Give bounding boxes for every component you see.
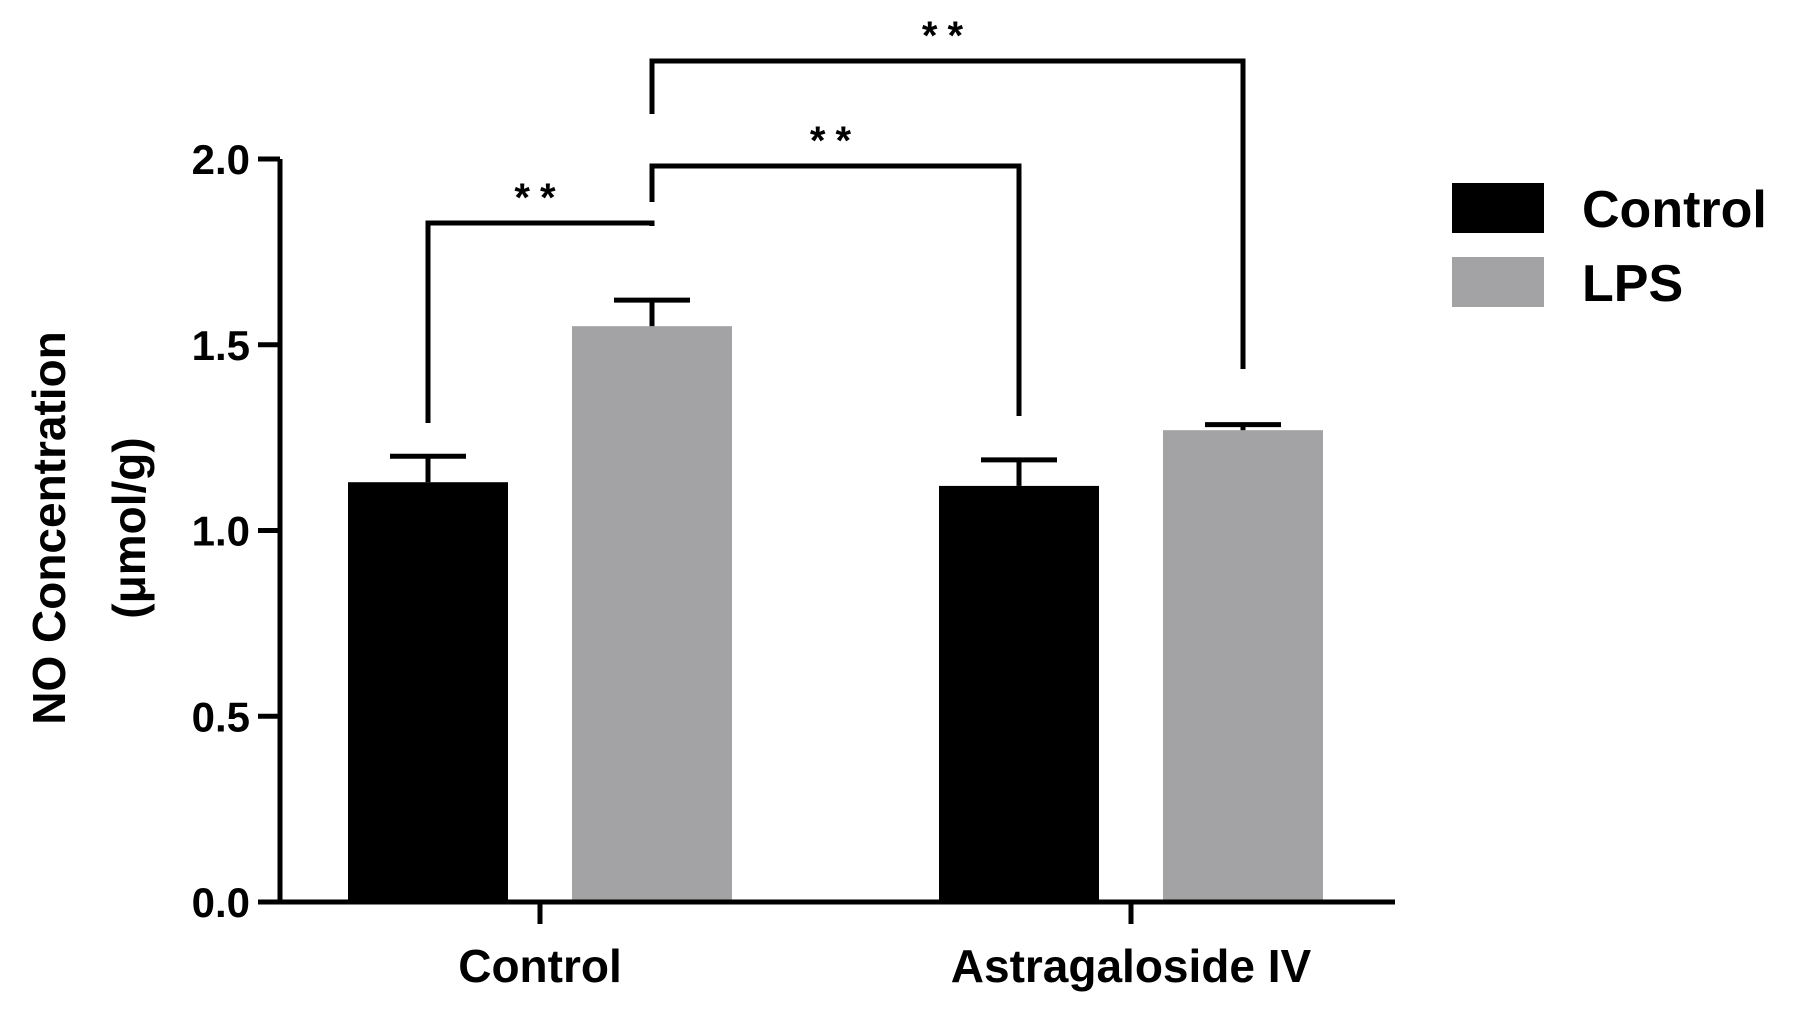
y-tick-label: 1.5: [192, 322, 250, 369]
bar-control-1: [939, 485, 1099, 902]
significance-label: **: [514, 176, 565, 220]
bar-control-0: [348, 482, 508, 902]
y-tick-label: 0.5: [192, 693, 250, 740]
significance-label: **: [922, 14, 973, 58]
significance-bracket: [425, 220, 655, 423]
y-tick-label: 0.0: [192, 879, 250, 926]
bar-lps-0: [572, 326, 732, 902]
x-ticks: Control Astragaloside IV: [458, 902, 1312, 992]
y-tick-label: 2.0: [192, 136, 250, 183]
significance-bracket: [649, 58, 1246, 369]
y-ticks: 0.0 0.5 1.0 1.5 2.0: [192, 136, 280, 926]
legend-label-lps: LPS: [1582, 255, 1683, 313]
bar-lps-1: [1163, 430, 1323, 902]
legend: Control LPS: [1452, 181, 1767, 313]
significance-bracket: [649, 163, 1022, 416]
significance-label: **: [810, 119, 861, 163]
y-axis-title-line1: NO Concentration: [23, 331, 75, 725]
legend-label-control: Control: [1582, 181, 1767, 239]
x-tick-label: Astragaloside IV: [951, 940, 1312, 992]
y-axis-title-line2: (μmol/g): [103, 437, 155, 618]
legend-swatch-control: [1452, 183, 1544, 233]
significance-brackets: ** ** **: [425, 14, 1246, 423]
legend-swatch-lps: [1452, 257, 1544, 307]
x-tick-label: Control: [458, 940, 622, 992]
bars-layer: [348, 297, 1323, 902]
y-tick-label: 1.0: [192, 508, 250, 555]
